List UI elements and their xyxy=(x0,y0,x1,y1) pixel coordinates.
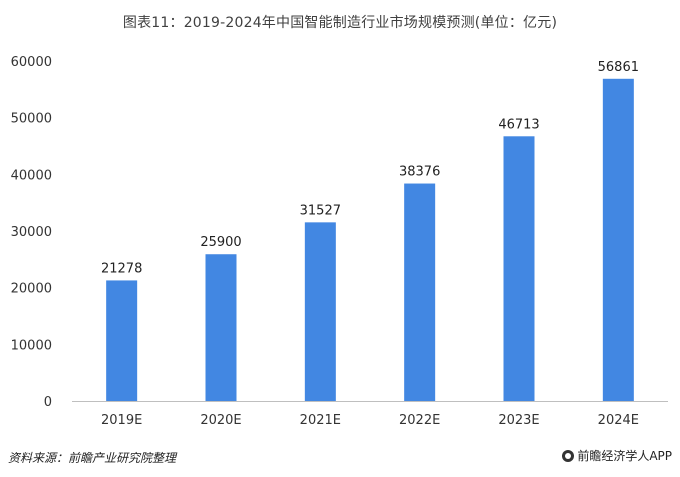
bar xyxy=(602,78,634,402)
bar xyxy=(503,136,535,401)
y-tick-label: 0 xyxy=(44,395,52,410)
y-tick-label: 30000 xyxy=(11,225,52,240)
y-tick-label: 50000 xyxy=(11,112,52,127)
brand-logo-icon xyxy=(562,449,575,462)
brand-credit: 前瞻经济学人APP xyxy=(562,447,672,464)
data-label: 38376 xyxy=(399,165,440,180)
x-tick-label: 2021E xyxy=(300,413,341,428)
y-tick-label: 40000 xyxy=(11,168,52,183)
bar xyxy=(205,254,237,401)
data-label: 31527 xyxy=(300,203,341,218)
data-label: 25900 xyxy=(200,235,241,250)
data-label: 21278 xyxy=(101,261,142,276)
x-tick-label: 2023E xyxy=(498,413,539,428)
x-tick-label: 2024E xyxy=(598,413,639,428)
data-label: 56861 xyxy=(598,60,639,75)
bar xyxy=(304,222,336,401)
bar xyxy=(106,280,138,401)
x-tick-label: 2019E xyxy=(101,413,142,428)
brand-name: 前瞻经济学人APP xyxy=(577,449,672,463)
y-tick-label: 60000 xyxy=(11,55,52,70)
y-tick-label: 10000 xyxy=(11,338,52,353)
source-note: 资料来源：前瞻产业研究院整理 xyxy=(8,451,177,465)
data-label: 46713 xyxy=(498,117,539,132)
y-tick-label: 20000 xyxy=(11,282,52,297)
chart-title: 图表11：2019-2024年中国智能制造行业市场规模预测(单位：亿元) xyxy=(122,15,558,31)
x-tick-label: 2022E xyxy=(399,413,440,428)
bar xyxy=(404,183,436,401)
x-tick-label: 2020E xyxy=(200,413,241,428)
